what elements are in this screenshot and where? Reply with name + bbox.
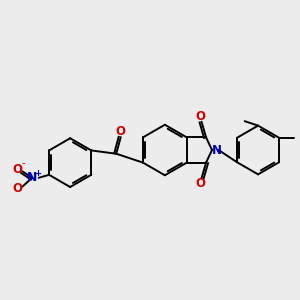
Text: O: O bbox=[12, 182, 22, 195]
Text: O: O bbox=[12, 163, 22, 176]
Text: N: N bbox=[27, 171, 37, 184]
Text: O: O bbox=[195, 110, 205, 123]
Text: O: O bbox=[116, 125, 126, 138]
Text: N: N bbox=[212, 143, 222, 157]
Text: O: O bbox=[195, 177, 205, 190]
Text: +: + bbox=[34, 169, 41, 178]
Text: -: - bbox=[22, 158, 25, 168]
